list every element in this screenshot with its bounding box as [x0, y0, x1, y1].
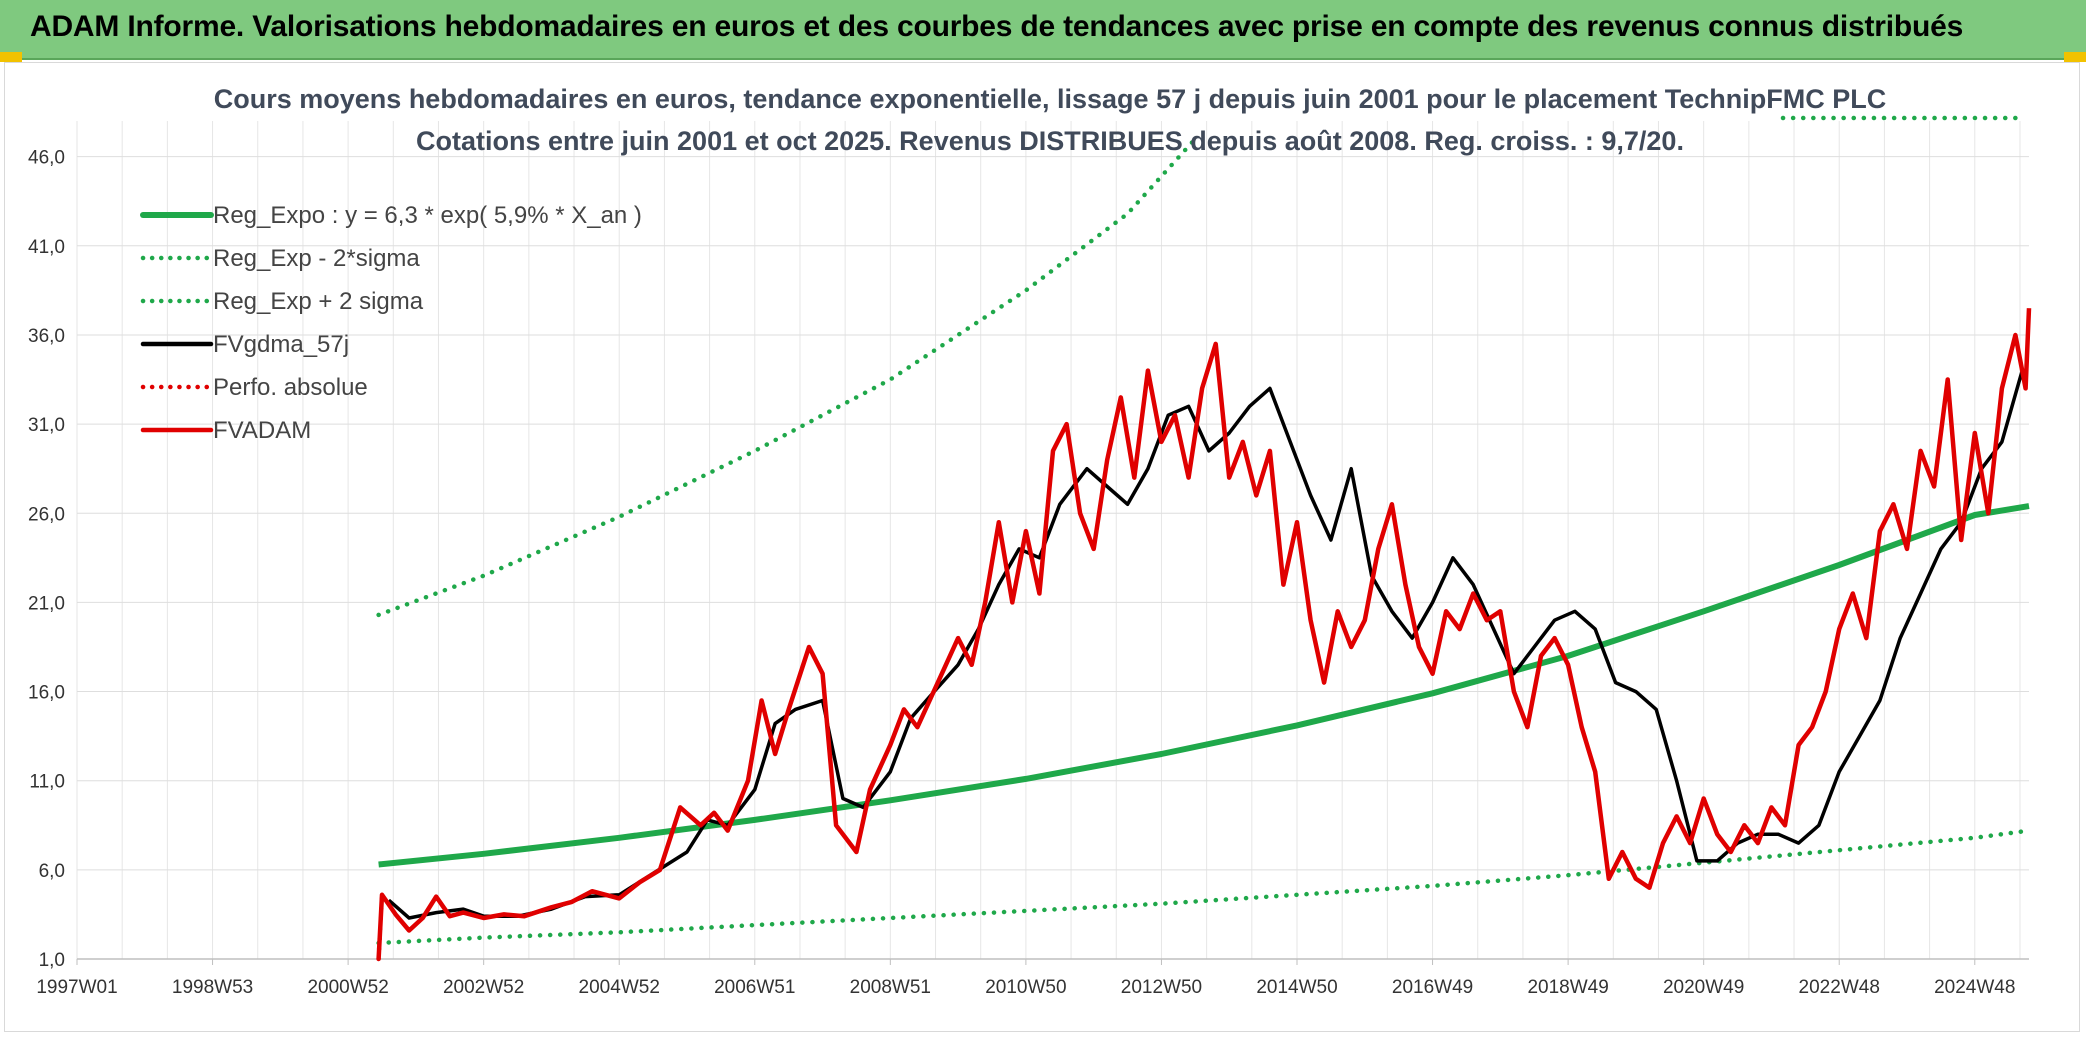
- x-tick-label: 2012W50: [1121, 977, 1202, 998]
- y-tick-label: 46,0: [28, 148, 65, 169]
- series-line-1: [376, 828, 2032, 946]
- legend-label-1: Reg_Exp - 2*sigma: [213, 245, 420, 272]
- x-tick-label: 2006W51: [714, 977, 795, 998]
- x-tick-label: 2008W51: [850, 977, 931, 998]
- legend-label-4: Perfo. absolue: [213, 374, 368, 401]
- chart-frame: 1997W01 1998W53 2000W52 2002W52 2004W52 2006W…: [4, 62, 2080, 1032]
- x-tick-label: 2004W52: [579, 977, 660, 998]
- y-tick-label: 26,0: [28, 504, 65, 525]
- line-chart: 1997W01 1998W53 2000W52 2002W52 2004W52 2006W…: [28, 84, 2032, 998]
- x-tick-label: 2024W48: [1934, 977, 2015, 998]
- chart-series: [376, 115, 2032, 962]
- series-line-4: [376, 894, 385, 962]
- legend-label-3: FVgdma_57j: [213, 331, 349, 358]
- legend-label-5: FVADAM: [213, 417, 311, 444]
- y-tick-label: 6,0: [39, 861, 65, 882]
- chart-title: Cours moyens hebdomadaires en euros, ten…: [214, 84, 1886, 114]
- y-tick-label: 1,0: [39, 950, 65, 971]
- y-axis-ticks: 1,0 6,0 11,0 16,0 21,0 26,0 31,0 36,0 41,0 46,0: [28, 148, 65, 971]
- report-title: ADAM Informe. Valorisations hebdomadaire…: [30, 10, 1964, 43]
- y-tick-label: 41,0: [28, 237, 65, 258]
- x-tick-label: 2000W52: [307, 977, 388, 998]
- x-tick-label: 2022W48: [1799, 977, 1880, 998]
- series-line-0: [378, 503, 2030, 868]
- y-tick-label: 21,0: [28, 593, 65, 614]
- x-tick-label: 1998W53: [172, 977, 253, 998]
- corner-marker-left: [0, 52, 22, 62]
- y-tick-label: 16,0: [28, 683, 65, 704]
- x-tick-label: 2002W52: [443, 977, 524, 998]
- x-tick-label: 2016W49: [1392, 977, 1473, 998]
- chart-subtitle: Cotations entre juin 2001 et oct 2025. R…: [416, 126, 1684, 156]
- y-tick-label: 11,0: [29, 772, 65, 793]
- legend-label-2: Reg_Exp + 2 sigma: [213, 288, 424, 315]
- y-tick-label: 31,0: [28, 415, 65, 436]
- x-tick-label: 1997W01: [36, 977, 117, 998]
- legend-label-0: Reg_Expo : y = 6,3 * exp( 5,9% * X_an ): [213, 202, 642, 229]
- x-tick-label: 2018W49: [1527, 977, 1608, 998]
- corner-marker-right: [2064, 52, 2086, 62]
- chart-legend: Reg_Expo : y = 6,3 * exp( 5,9% * X_an ) R…: [140, 202, 642, 444]
- y-tick-label: 36,0: [28, 326, 65, 347]
- x-axis-ticks: 1997W01 1998W53 2000W52 2002W52 2004W52 2006W…: [36, 959, 2015, 998]
- x-tick-label: 2020W49: [1663, 977, 1744, 998]
- series-line-5: [376, 308, 2032, 960]
- report-banner: ADAM Informe. Valorisations hebdomadaire…: [0, 0, 2086, 60]
- x-tick-label: 2010W50: [985, 977, 1066, 998]
- x-tick-label: 2014W50: [1256, 977, 1337, 998]
